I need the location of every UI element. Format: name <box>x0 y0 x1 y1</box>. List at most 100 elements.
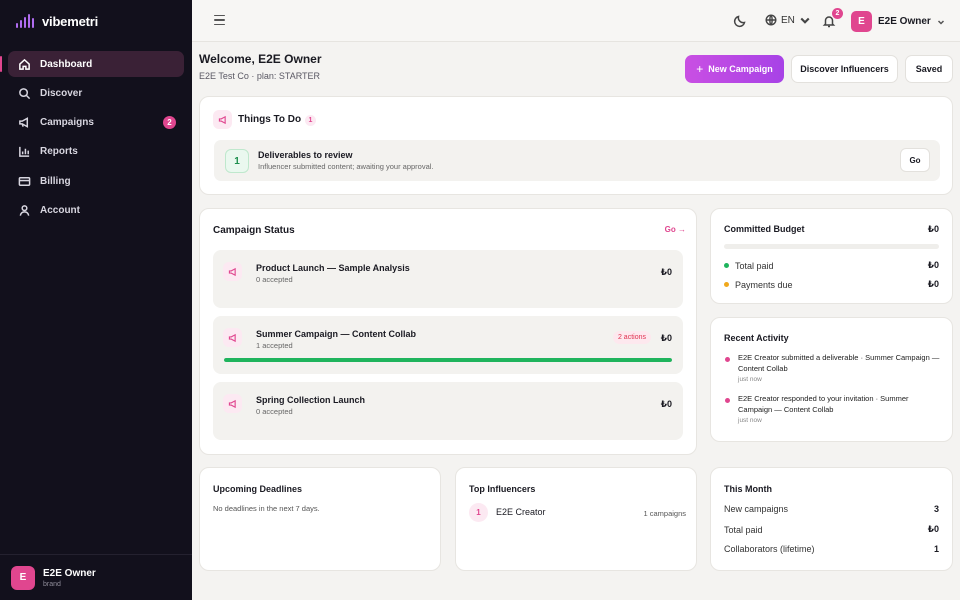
globe-icon <box>765 14 777 26</box>
budget-bar <box>724 244 939 249</box>
month-row: New campaigns 3 <box>724 504 939 514</box>
activity-text: E2E Creator submitted a deliverable · Su… <box>738 353 940 373</box>
todo-item: 1 Deliverables to review Influencer subm… <box>214 140 940 181</box>
language-select[interactable]: EN <box>765 14 811 26</box>
chevron-down-icon <box>937 19 944 25</box>
todo-item-title: Deliverables to review <box>258 150 353 160</box>
moon-icon[interactable] <box>733 14 747 28</box>
campaign-row[interactable]: Summer Campaign — Content Collab 1 accep… <box>213 316 683 374</box>
month-row-value: ₺0 <box>927 524 939 534</box>
things-to-do-card: Things To Do 1 1 Deliverables to review … <box>199 96 953 195</box>
campaign-amount: ₺0 <box>660 399 672 409</box>
budget-row-total-paid: Total paid ₺0 <box>724 260 939 271</box>
sidebar-item-dashboard[interactable]: Dashboard <box>0 51 184 77</box>
megaphone-icon <box>19 117 29 129</box>
logo-bars-icon <box>16 14 34 28</box>
megaphone-icon <box>223 394 242 413</box>
budget-row-value: ₺0 <box>927 260 939 270</box>
campaign-amount: ₺0 <box>660 333 672 343</box>
activity-item: E2E Creator responded to your invitation… <box>725 394 940 424</box>
month-row-label: Collaborators (lifetime) <box>724 544 815 554</box>
recent-activity-title: Recent Activity <box>724 333 789 343</box>
activity-text: E2E Creator responded to your invitation… <box>738 394 909 414</box>
campaign-name: Spring Collection Launch <box>256 395 366 405</box>
committed-budget-total: ₺0 <box>927 224 939 234</box>
brand-name: vibemetri <box>42 13 99 29</box>
menu-icon[interactable] <box>214 15 225 25</box>
month-row-value: 1 <box>933 544 939 554</box>
sidebar-user-role: brand <box>43 580 61 588</box>
campaign-accepted: 0 accepted <box>256 407 293 416</box>
notification-badge: 2 <box>832 8 843 19</box>
chevron-down-icon <box>800 17 810 24</box>
budget-row-label: Payments due <box>735 279 793 290</box>
this-month-title: This Month <box>724 484 772 494</box>
campaign-name: Summer Campaign — Content Collab <box>256 329 417 339</box>
campaign-status-go-link[interactable]: Go → <box>664 225 686 234</box>
this-month-card: This Month New campaigns 3 Total paid ₺0… <box>710 467 953 571</box>
recent-activity-card: Recent Activity E2E Creator submitted a … <box>710 317 953 442</box>
month-row: Total paid ₺0 <box>724 524 939 535</box>
campaigns-count-badge: 2 <box>163 115 176 129</box>
deadlines-empty-text: No deadlines in the next 7 days. <box>213 504 320 513</box>
sidebar-item-billing[interactable]: Billing <box>8 168 184 194</box>
budget-row-value: ₺0 <box>927 279 939 289</box>
top-influencers-card: Top Influencers 1 E2E Creator 1 campaign… <box>455 467 697 571</box>
discover-influencers-button[interactable]: Discover Influencers <box>791 55 898 83</box>
sidebar-item-account[interactable]: Account <box>8 197 184 223</box>
search-icon <box>19 87 31 99</box>
month-row-label: New campaigns <box>724 504 789 514</box>
activity-item: E2E Creator submitted a deliverable · Su… <box>725 353 940 383</box>
brand-logo[interactable]: vibemetri <box>0 0 192 42</box>
todo-go-button[interactable]: Go <box>900 148 930 172</box>
activity-time: just now <box>738 417 762 424</box>
megaphone-icon <box>223 262 242 281</box>
upcoming-deadlines-title: Upcoming Deadlines <box>213 484 303 494</box>
status-dot <box>724 263 729 268</box>
user-menu[interactable]: E E2E Owner <box>851 11 945 32</box>
influencer-rank: 1 <box>469 503 488 522</box>
influencer-campaigns: 1 campaigns <box>643 509 686 518</box>
topbar: EN 2 E E2E Owner <box>192 0 960 42</box>
upcoming-deadlines-card: Upcoming Deadlines No deadlines in the n… <box>199 467 441 571</box>
page-title: Welcome, E2E Owner <box>199 52 322 66</box>
influencer-name[interactable]: E2E Creator <box>496 507 546 517</box>
new-campaign-button[interactable]: + New Campaign <box>685 55 784 83</box>
megaphone-icon <box>223 328 242 347</box>
activity-time: just now <box>738 376 762 383</box>
campaign-accepted: 0 accepted <box>256 275 293 284</box>
sidebar-item-label: Billing <box>40 175 71 187</box>
campaign-actions-badge: 2 actions <box>612 331 651 344</box>
campaign-status-title: Campaign Status <box>213 225 295 236</box>
language-label: EN <box>781 14 795 26</box>
user-menu-name: E2E Owner <box>878 16 931 27</box>
sidebar-item-reports[interactable]: Reports <box>8 139 184 165</box>
campaign-progress-fill <box>224 358 672 362</box>
saved-button[interactable]: Saved <box>905 55 953 83</box>
megaphone-icon <box>213 110 232 129</box>
sidebar-item-discover[interactable]: Discover <box>8 80 184 106</box>
avatar: E <box>851 11 872 32</box>
activity-dot <box>725 357 730 362</box>
campaign-name: Product Launch — Sample Analysis <box>256 263 410 273</box>
bar-chart-icon <box>19 147 30 158</box>
sidebar-item-campaigns[interactable]: Campaigns 2 <box>8 110 184 136</box>
campaign-progress-bar <box>224 358 672 362</box>
things-to-do-title: Things To Do <box>238 114 302 125</box>
sidebar: vibemetri Dashboard Discover Campaigns 2… <box>0 0 192 600</box>
month-row-label: Total paid <box>724 524 763 535</box>
campaign-status-card: Campaign Status Go → Product Launch — Sa… <box>199 208 697 455</box>
sidebar-item-label: Discover <box>40 87 83 99</box>
user-icon <box>19 205 30 216</box>
status-dot <box>724 282 729 287</box>
top-influencers-title: Top Influencers <box>469 484 536 494</box>
sidebar-item-label: Dashboard <box>40 58 93 70</box>
bell-icon[interactable] <box>822 14 836 28</box>
campaign-row[interactable]: Spring Collection Launch 0 accepted ₺0 <box>213 382 683 440</box>
budget-row-label: Total paid <box>735 260 774 271</box>
new-campaign-label: New Campaign <box>708 64 773 74</box>
sidebar-item-label: Account <box>40 204 80 216</box>
sidebar-user[interactable]: E E2E Owner brand <box>0 554 192 600</box>
todo-item-number: 1 <box>225 149 249 173</box>
campaign-row[interactable]: Product Launch — Sample Analysis 0 accep… <box>213 250 683 308</box>
